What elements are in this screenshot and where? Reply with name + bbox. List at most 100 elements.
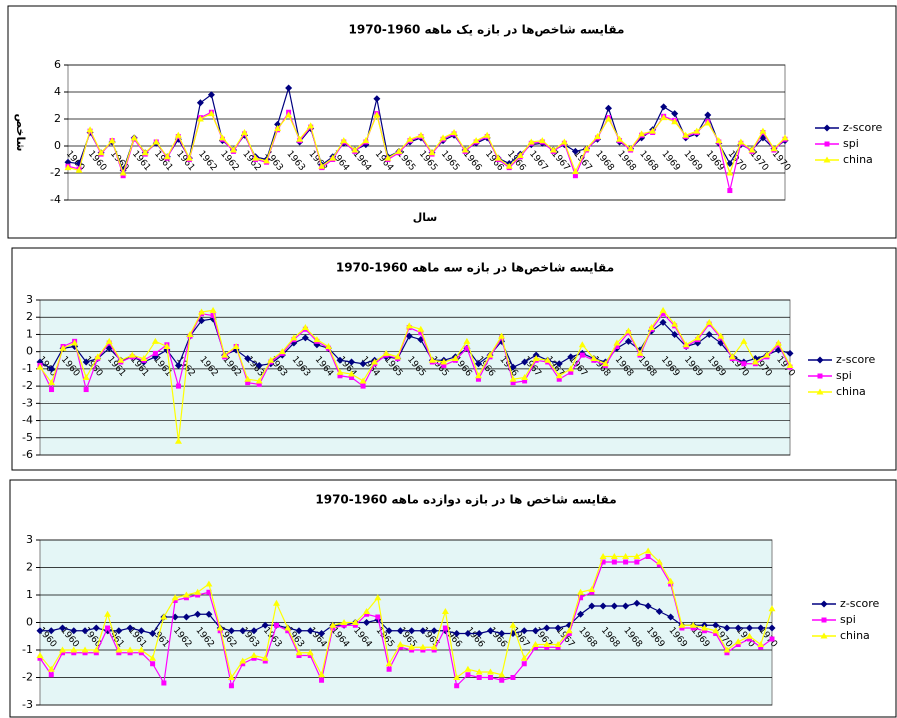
data-point: [239, 657, 247, 664]
y-axis-label: شاخص: [14, 114, 27, 152]
data-point: [704, 111, 712, 119]
y-tick-label: 2: [26, 561, 33, 574]
data-point: [186, 330, 194, 337]
data-point: [385, 627, 393, 635]
data-point: [532, 641, 540, 647]
data-point: [152, 350, 158, 356]
data-point: [565, 627, 573, 634]
data-point: [486, 351, 494, 358]
data-point: [605, 115, 613, 122]
data-point: [115, 646, 123, 653]
data-point: [318, 630, 326, 637]
data-point: [351, 619, 359, 625]
data-point: [337, 373, 343, 379]
data-point: [81, 646, 89, 653]
data-point: [588, 602, 596, 610]
data-point: [64, 164, 72, 171]
data-point: [408, 643, 416, 650]
data-point: [386, 666, 392, 672]
data-point: [295, 627, 303, 635]
data-point: [520, 627, 528, 635]
y-tick-label: -2: [50, 166, 61, 179]
data-point: [82, 374, 90, 380]
data-point: [451, 355, 459, 362]
y-tick-label: 3: [26, 293, 33, 306]
data-point: [623, 559, 629, 565]
data-point: [272, 599, 280, 606]
data-point: [229, 146, 237, 153]
data-point: [183, 595, 189, 601]
data-point: [633, 599, 641, 607]
data-point: [221, 351, 229, 358]
data-point: [521, 661, 527, 667]
data-point: [290, 334, 298, 341]
data-point: [47, 665, 55, 672]
data-point: [48, 365, 56, 373]
data-point: [319, 677, 325, 683]
data-point: [555, 644, 561, 650]
data-point: [610, 602, 618, 610]
legend-marker: [816, 356, 824, 364]
data-point: [453, 674, 461, 680]
data-point: [232, 343, 240, 349]
data-point: [141, 149, 149, 156]
data-point: [151, 337, 159, 344]
data-point: [296, 135, 304, 142]
data-point: [660, 114, 668, 121]
data-point: [119, 169, 127, 176]
data-point: [475, 668, 483, 675]
data-point: [59, 344, 67, 351]
data-point: [374, 594, 382, 601]
data-point: [92, 624, 100, 632]
data-point: [440, 358, 448, 365]
data-point: [92, 646, 100, 653]
data-point: [405, 322, 413, 329]
data-point: [509, 621, 517, 628]
data-point: [544, 644, 550, 650]
data-point: [428, 149, 436, 156]
data-point: [210, 313, 216, 318]
data-point: [273, 622, 279, 628]
data-point: [261, 621, 269, 629]
data-point: [705, 318, 713, 325]
data-point: [205, 610, 213, 618]
data-point: [655, 608, 663, 615]
data-point: [373, 111, 381, 118]
data-point: [486, 627, 494, 635]
data-point: [255, 377, 263, 384]
data-point: [239, 627, 247, 635]
data-point: [216, 624, 224, 631]
data-point: [727, 188, 733, 194]
data-point: [634, 559, 640, 565]
data-point: [207, 91, 215, 99]
data-point: [83, 387, 89, 393]
data-point: [786, 361, 794, 368]
data-point: [93, 650, 99, 656]
data-point: [150, 661, 156, 667]
data-point: [351, 146, 359, 153]
data-point: [549, 146, 557, 153]
data-point: [116, 650, 122, 656]
data-point: [483, 131, 491, 138]
data-point: [301, 334, 309, 342]
data-point: [182, 613, 190, 621]
data-point: [543, 624, 551, 632]
data-point: [544, 356, 552, 363]
data-point: [251, 655, 257, 661]
legend-marker: [821, 617, 827, 623]
data-point: [577, 610, 585, 618]
data-point: [532, 627, 540, 635]
data-point: [464, 630, 472, 637]
data-point: [185, 154, 193, 161]
plot-area: [39, 299, 791, 456]
data-point: [120, 173, 126, 179]
data-point: [329, 621, 337, 628]
data-point: [172, 598, 178, 603]
data-point: [206, 589, 212, 595]
legend-marker: [816, 388, 824, 395]
y-tick-label: 0: [26, 345, 33, 358]
data-point: [726, 169, 734, 176]
data-point: [671, 330, 679, 338]
data-point: [174, 131, 182, 138]
y-tick-label: -4: [50, 193, 61, 206]
